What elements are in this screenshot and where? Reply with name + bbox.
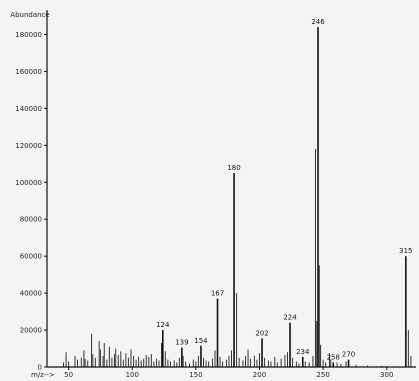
peak-label-270: 270 [342,351,355,359]
peak-label-234: 234 [296,348,310,356]
x-tick-label: 50 [64,371,73,379]
peak-label-167: 167 [211,290,224,298]
y-tick-label: 80000 [20,216,42,224]
x-tick-label: 200 [253,371,266,379]
peak-label-154: 154 [194,337,208,345]
peak-label-180: 180 [227,164,240,172]
y-axis-title: Abundance [10,11,49,19]
peak-label-139: 139 [175,339,188,347]
peak-label-246: 246 [311,18,325,26]
x-tick-label: 100 [126,371,139,379]
peak-label-224: 224 [283,314,297,322]
x-axis-title: m/z--> [31,371,55,379]
y-tick-label: 160000 [15,68,42,76]
peak-label-315: 315 [399,247,412,255]
y-tick-label: 0 [38,364,42,372]
x-tick-label: 250 [316,371,329,379]
x-tick-label: 150 [189,371,202,379]
y-tick-label: 140000 [15,105,42,113]
y-tick-label: 40000 [20,290,42,298]
y-tick-label: 180000 [15,31,42,39]
y-tick-label: 120000 [15,142,42,150]
peak-label-124: 124 [156,321,170,329]
peak-label-202: 202 [255,329,268,337]
x-tick-label: 300 [380,371,393,379]
y-tick-label: 100000 [15,179,42,187]
peak-label-258: 258 [327,353,340,361]
y-tick-label: 60000 [20,253,42,261]
y-tick-label: 20000 [20,327,42,335]
